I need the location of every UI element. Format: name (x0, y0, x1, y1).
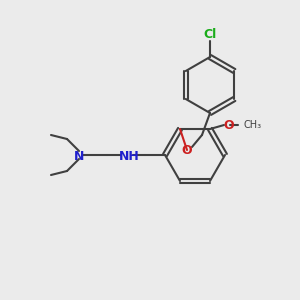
Text: NH: NH (118, 149, 140, 163)
Text: N: N (74, 149, 84, 163)
Text: O: O (224, 118, 234, 131)
Text: Cl: Cl (203, 28, 217, 41)
Text: O: O (182, 143, 192, 157)
Text: CH₃: CH₃ (243, 120, 261, 130)
